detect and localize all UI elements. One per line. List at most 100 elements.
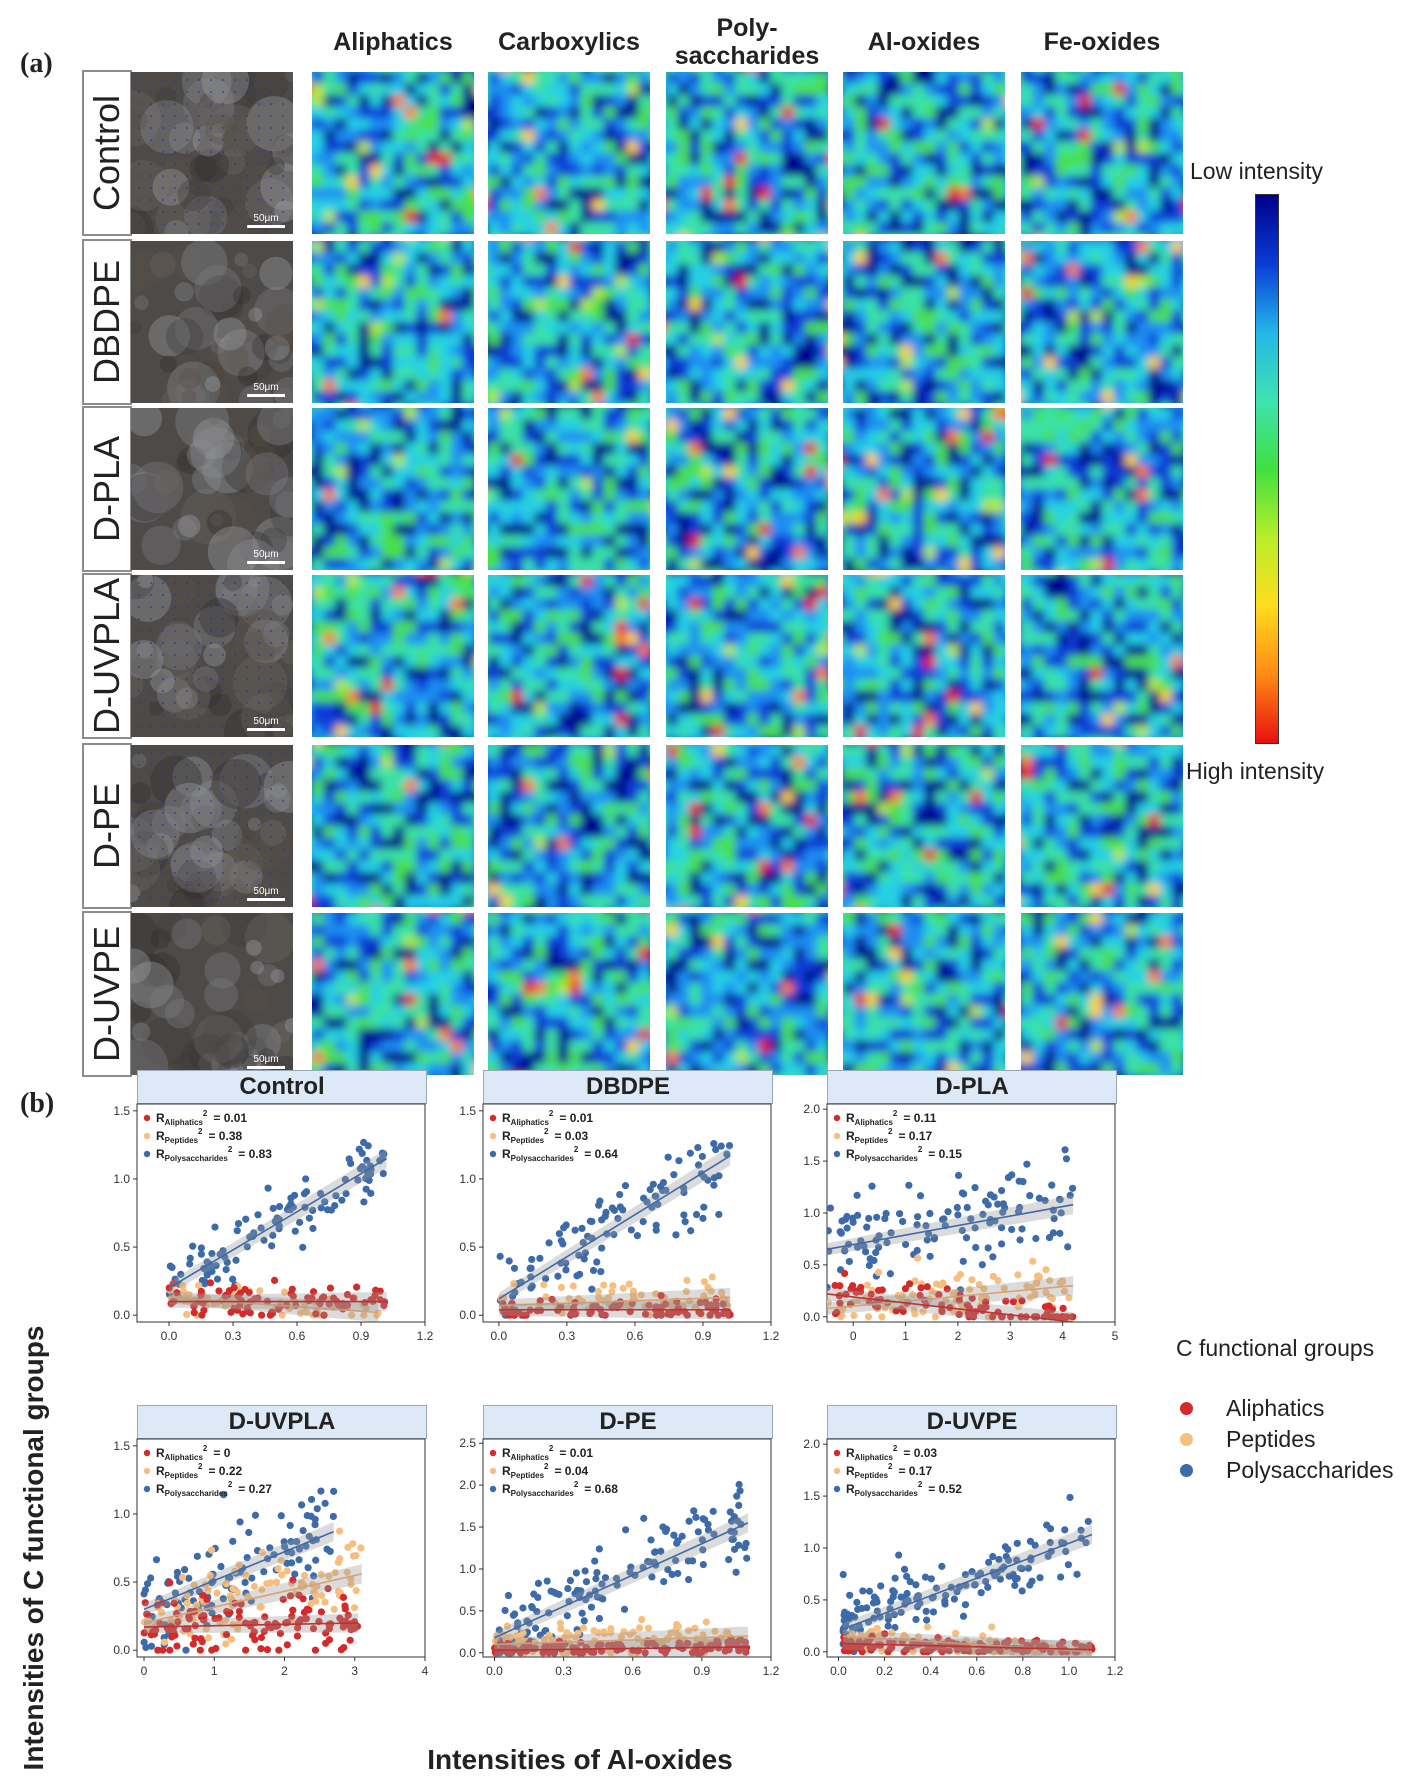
- data-point: [617, 1633, 626, 1641]
- data-point: [1023, 1160, 1031, 1168]
- heatmap: [312, 241, 474, 403]
- annotation-dot: [489, 1132, 497, 1140]
- data-point: [222, 1640, 230, 1648]
- data-point: [344, 1611, 352, 1619]
- heatmap: [488, 408, 650, 570]
- data-point: [242, 1571, 250, 1579]
- legend-swatch: [1180, 1433, 1193, 1446]
- fit-line: [494, 1646, 748, 1652]
- fit-line: [843, 1642, 1092, 1651]
- data-point: [935, 1291, 943, 1299]
- data-point: [733, 1517, 742, 1525]
- data-point: [598, 1580, 606, 1588]
- data-point: [325, 1572, 333, 1580]
- data-point: [593, 1568, 601, 1577]
- data-point: [213, 1589, 221, 1597]
- data-point: [966, 1285, 974, 1293]
- scale-bar: 50μm: [247, 382, 285, 397]
- data-point: [1065, 1294, 1073, 1302]
- data-point: [274, 1305, 283, 1313]
- row-label-text: D-UVPLA: [86, 577, 127, 735]
- data-point: [226, 1609, 234, 1617]
- data-point: [1016, 1236, 1024, 1244]
- data-point: [1005, 1572, 1013, 1580]
- row-label-text: DBDPE: [86, 259, 127, 385]
- data-point: [204, 1634, 212, 1642]
- data-point: [379, 1169, 387, 1178]
- data-point: [157, 1608, 166, 1616]
- y-tick-label: 0.0: [459, 1308, 476, 1322]
- data-point: [371, 1291, 379, 1300]
- data-point: [179, 1282, 187, 1290]
- data-point: [1018, 1637, 1026, 1645]
- heatmap: [312, 408, 474, 570]
- data-point: [845, 1257, 853, 1266]
- data-point: [686, 1149, 694, 1157]
- data-point: [1035, 1273, 1044, 1281]
- data-point: [916, 1192, 925, 1200]
- data-point: [528, 1603, 536, 1611]
- data-point: [360, 1138, 368, 1146]
- data-point: [190, 1581, 198, 1589]
- data-point: [143, 1580, 152, 1588]
- data-point: [534, 1579, 543, 1588]
- y-tick-label: 1.5: [459, 1104, 476, 1118]
- data-point: [562, 1266, 570, 1274]
- data-point: [323, 1206, 332, 1214]
- data-point: [1057, 1573, 1065, 1581]
- data-point: [943, 1285, 951, 1293]
- data-point: [219, 1247, 227, 1255]
- data-point: [321, 1499, 329, 1507]
- x-tick-label: 1.2: [763, 1329, 780, 1343]
- data-point: [528, 1255, 536, 1264]
- data-point: [495, 1626, 503, 1634]
- scatter-plot: D-UVPE 0.0 0.2 0.4 0.6 0.8 1.0 1.2 0.0 0.5 1.0 1.5 2…: [787, 1405, 1125, 1685]
- data-point: [961, 1570, 970, 1579]
- y-tick-label: 1.5: [803, 1489, 820, 1503]
- r-squared-annotation: RAliphatics2 = 0.11: [846, 1109, 937, 1127]
- data-point: [639, 1217, 647, 1226]
- data-point: [995, 1555, 1003, 1564]
- data-point: [510, 1264, 519, 1272]
- scale-bar: 50μm: [247, 549, 285, 564]
- data-point: [1066, 1191, 1074, 1199]
- data-point: [189, 1242, 197, 1250]
- x-tick-label: 0.3: [559, 1329, 576, 1343]
- data-point: [318, 1591, 326, 1600]
- y-tick-label: 0.0: [113, 1643, 130, 1657]
- data-point: [362, 1174, 370, 1183]
- data-point: [986, 1636, 994, 1644]
- data-point: [264, 1184, 272, 1192]
- data-point: [582, 1578, 591, 1586]
- data-point: [638, 1615, 646, 1624]
- data-point: [193, 1601, 201, 1609]
- data-point: [728, 1535, 736, 1543]
- data-point: [640, 1194, 648, 1202]
- data-point: [712, 1146, 720, 1154]
- y-tick-label: 0.5: [459, 1604, 476, 1618]
- data-point: [280, 1288, 289, 1296]
- data-point: [299, 1243, 307, 1251]
- data-point: [197, 1291, 205, 1299]
- data-point: [316, 1189, 325, 1198]
- data-point: [257, 1645, 265, 1653]
- data-point: [644, 1624, 653, 1632]
- data-point: [258, 1585, 266, 1593]
- data-point: [954, 1171, 963, 1179]
- data-point: [601, 1574, 610, 1582]
- data-point: [326, 1547, 334, 1556]
- data-point: [860, 1242, 868, 1250]
- data-point: [1059, 1304, 1067, 1312]
- data-point: [526, 1264, 534, 1273]
- data-point: [627, 1563, 635, 1571]
- data-point: [257, 1224, 265, 1232]
- data-point: [300, 1608, 309, 1617]
- data-point: [576, 1589, 584, 1597]
- data-point: [186, 1260, 194, 1268]
- data-point: [287, 1537, 295, 1546]
- data-point: [309, 1288, 318, 1296]
- data-point: [1057, 1209, 1065, 1217]
- data-point: [919, 1308, 927, 1316]
- data-point: [275, 1202, 284, 1211]
